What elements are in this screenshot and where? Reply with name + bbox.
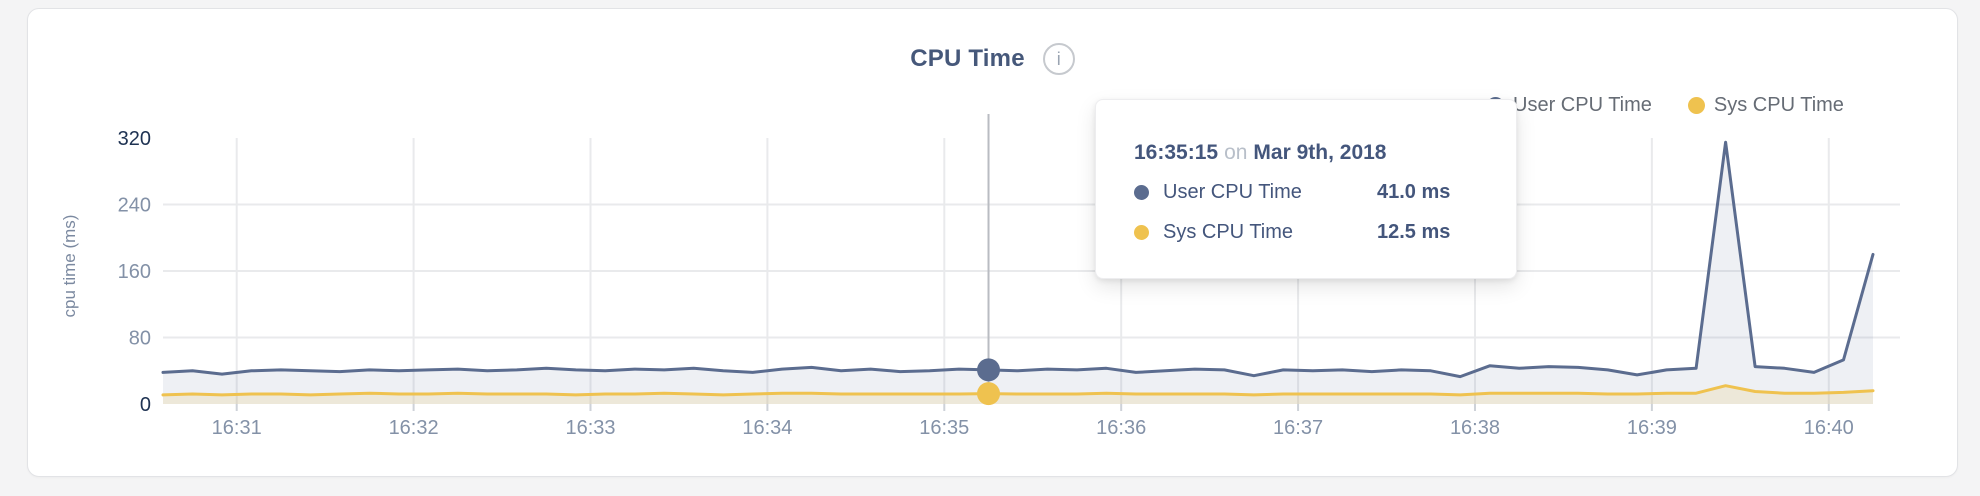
y-tick-label: 320 [118,128,151,150]
series-line-user [161,140,1875,379]
series-line-sys [161,384,1875,397]
tooltip-date: Mar 9th, 2018 [1253,141,1387,164]
x-tick-label: 16:37 [1273,417,1323,439]
tooltip-dot-sys-icon [1134,225,1149,240]
x-tick-label: 16:35 [919,417,969,439]
y-tick-label: 160 [118,261,151,283]
tooltip-time: 16:35:15 [1134,141,1219,164]
tooltip-row-sys: Sys CPU Time 12.5 ms [1134,219,1486,246]
info-icon-glyph: i [1056,48,1061,69]
y-tick-label: 0 [140,394,151,416]
x-tick-label: 16:39 [1627,417,1677,439]
chart-tooltip: 16:35:15 on Mar 9th, 2018 User CPU Time 41… [1095,99,1517,279]
tooltip-dot-user-icon [1134,185,1149,200]
y-tick-label: 80 [129,328,151,350]
x-tick-marks [235,404,1830,411]
chart-title: CPU Time [910,45,1025,72]
x-tick-label: 16:36 [1096,417,1146,439]
x-tick-label: 16:32 [389,417,439,439]
legend-dot-sys-icon [1687,97,1705,114]
y-axis-title: cpu time (ms) [60,214,79,318]
legend-label-sys: Sys CPU Time [1713,94,1844,116]
chart-header: CPU Time i [27,40,1958,78]
tooltip-row-user: User CPU Time 41.0 ms [1134,179,1486,206]
gridlines [163,138,1900,404]
legend-item-sys-cpu-time[interactable]: Sys CPU Time [1687,94,1844,117]
tooltip-label-sys: Sys CPU Time [1163,221,1294,243]
x-tick-label: 16:34 [742,417,792,439]
tooltip-connector: on [1224,141,1248,164]
series-area-user [163,142,1873,404]
hover-dot-sys [977,382,1001,406]
hover-dot-user [977,358,1001,382]
legend: User CPU Time Sys CPU Time [1487,94,1844,117]
x-tick-label: 16:40 [1804,417,1854,439]
y-tick-label: 240 [118,195,151,217]
tooltip-value-user: 41.0 ms [1377,181,1451,203]
x-axis-labels: 16:31 16:32 16:33 16:34 16:35 16:36 16:37 16:38… [212,417,1854,439]
x-tick-label: 16:38 [1450,417,1500,439]
legend-label-user: User CPU Time [1513,94,1652,116]
info-icon[interactable]: i [1042,43,1075,75]
tooltip-header: 16:35:15 on Mar 9th, 2018 [1134,140,1486,166]
tooltip-label-user: User CPU Time [1163,181,1302,203]
tooltip-value-sys: 12.5 ms [1377,221,1451,243]
y-axis-labels: 0 80 160 240 320 [118,128,151,416]
x-tick-label: 16:31 [212,417,262,439]
x-tick-label: 16:33 [565,417,615,439]
